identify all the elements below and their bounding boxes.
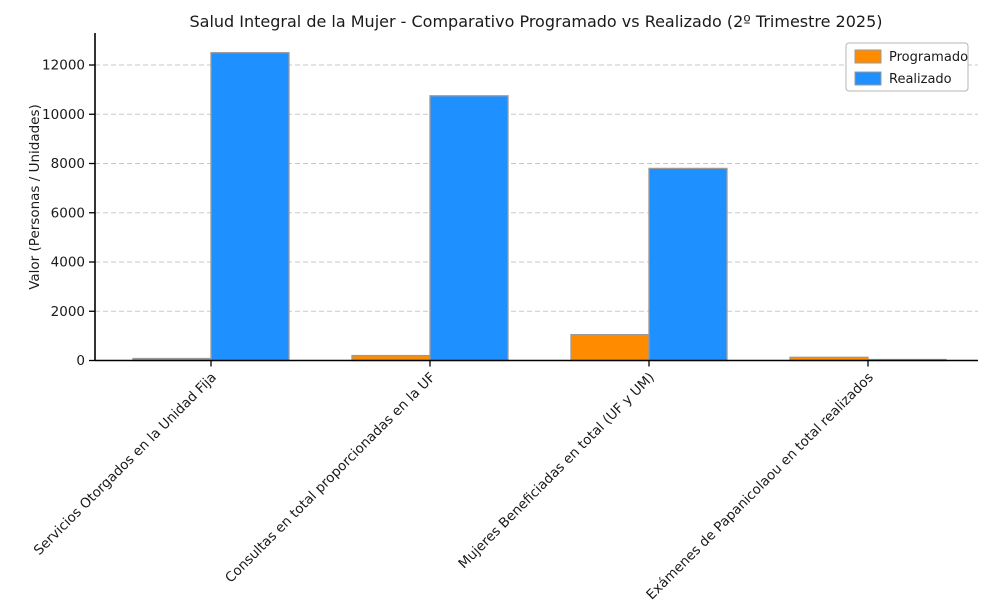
x-tick-label: Consultas en total proporcionadas en la … bbox=[222, 370, 439, 587]
y-tick-label: 6000 bbox=[51, 205, 85, 221]
legend: Programado Realizado bbox=[845, 42, 969, 92]
x-tick-label: Servicios Otorgados en la Unidad Fija bbox=[31, 370, 220, 559]
y-tick-label: 2000 bbox=[51, 304, 85, 320]
legend-label-programado: Programado bbox=[889, 50, 968, 65]
legend-swatch-programado bbox=[854, 49, 882, 64]
bars-layer bbox=[132, 52, 947, 362]
x-tick-label: Mujeres Beneficiadas en total (UF y UM) bbox=[455, 370, 657, 572]
legend-label-realizado: Realizado bbox=[889, 72, 952, 87]
y-tick-label: 4000 bbox=[51, 255, 85, 271]
legend-swatch-realizado bbox=[854, 71, 882, 86]
bar-realizado bbox=[648, 167, 728, 362]
y-axis-label: Valor (Personas / Unidades) bbox=[27, 104, 43, 290]
y-tick-label: 0 bbox=[76, 353, 85, 369]
y-tick-label: 8000 bbox=[51, 156, 85, 172]
x-tick-label: Exámenes de Papanicolaou en total realiz… bbox=[643, 370, 877, 600]
chart-title: Salud Integral de la Mujer - Comparativo… bbox=[189, 12, 882, 31]
x-ticks-layer: Servicios Otorgados en la Unidad Fija Con… bbox=[31, 360, 877, 600]
y-ticks-layer: 0 2000 4000 6000 8000 10000 12000 bbox=[42, 58, 95, 369]
legend-item-programado: Programado bbox=[854, 49, 968, 65]
legend-item-realizado: Realizado bbox=[854, 71, 952, 87]
bar-realizado bbox=[429, 95, 509, 362]
y-tick-label: 12000 bbox=[42, 58, 85, 74]
bar-programado bbox=[570, 333, 650, 362]
bar-realizado bbox=[210, 52, 290, 362]
y-tick-label: 10000 bbox=[42, 107, 85, 123]
